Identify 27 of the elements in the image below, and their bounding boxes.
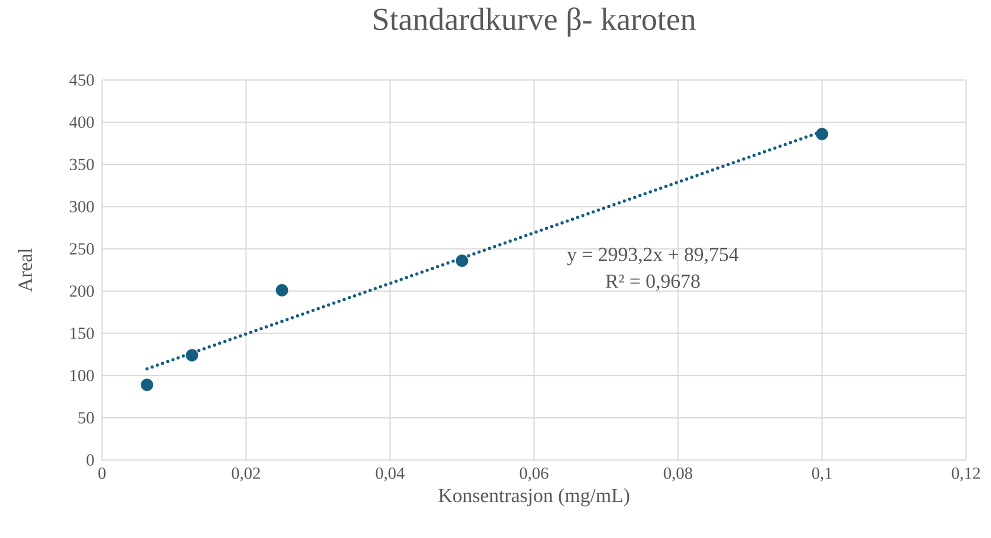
y-tick-label: 350 (70, 158, 94, 170)
y-tick-label: 0 (86, 454, 94, 466)
y-axis-title: Areal (18, 248, 32, 292)
x-tick-label: 0 (98, 468, 106, 479)
annotation: R² = 0,9678 (606, 274, 700, 291)
y-tick-label: 50 (78, 412, 94, 424)
y-tick-label: 300 (70, 200, 94, 212)
point (186, 349, 198, 362)
y-tick-label: 100 (70, 370, 94, 382)
y-tick-label: 250 (70, 243, 94, 255)
x-tick-label: 0,06 (520, 468, 548, 482)
point (816, 128, 828, 140)
y-tick-label: 150 (70, 328, 94, 340)
annotation: y = 2993,2x + 89,754 (567, 248, 738, 266)
y-tick-label: 200 (70, 285, 94, 297)
x-tick-label: 0,12 (952, 468, 980, 482)
x-tick-label: 0,1 (812, 468, 832, 482)
x-tick-label: 0,02 (232, 468, 260, 482)
y-tick-label: 450 (69, 74, 94, 86)
point (276, 284, 288, 296)
point (140, 378, 154, 392)
y-tick-label: 400 (69, 116, 94, 128)
x-tick-label: 0,04 (376, 468, 405, 482)
x-axis-title: Konsentrasjon (mg/mL) (438, 488, 630, 506)
point (456, 254, 468, 267)
chart-title: Standardkurve β- karoten (374, 7, 696, 37)
x-tick-label: 0,08 (664, 468, 692, 482)
